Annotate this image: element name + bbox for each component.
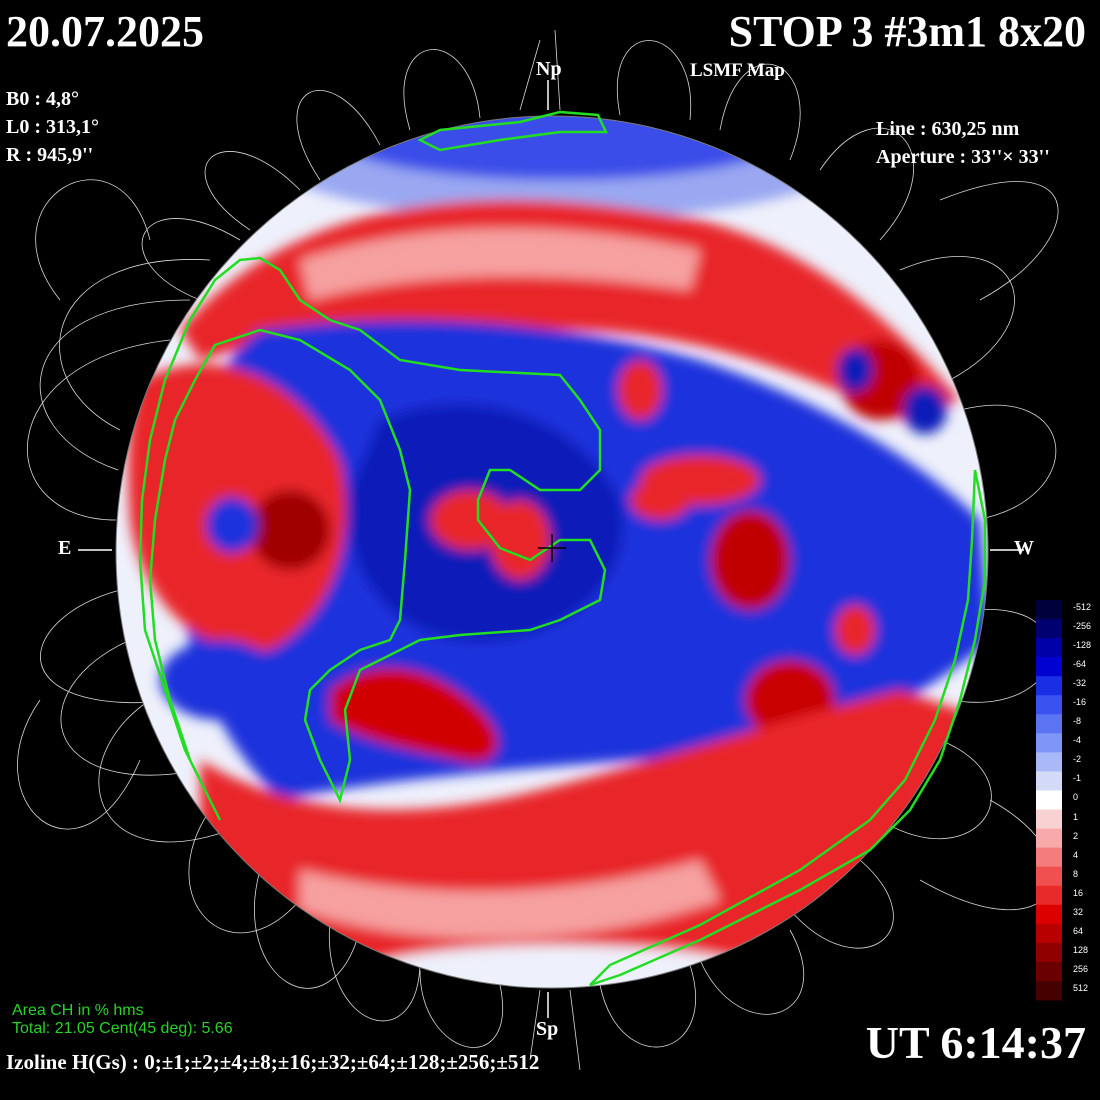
- ut-time: UT 6:14:37: [865, 1017, 1086, 1068]
- colorbar-swatch: [1036, 695, 1062, 715]
- colorbar-swatch: [1036, 866, 1062, 887]
- colorbar-label: -1: [1073, 773, 1082, 784]
- colorbar-swatch: [1036, 714, 1062, 734]
- colorbar-label: 2: [1073, 830, 1079, 841]
- colorbar-swatch: [1036, 923, 1062, 944]
- disk-centre-cross: [538, 534, 566, 562]
- colorbar-swatch: [1036, 619, 1062, 639]
- north-pole-label: Np: [536, 58, 562, 80]
- colorbar-swatch: [1036, 980, 1062, 1001]
- colorbar-swatch: [1036, 638, 1062, 658]
- colorbar-swatch: [1036, 733, 1062, 753]
- colorbar-swatch: [1036, 809, 1062, 830]
- colorbar-label: -64: [1073, 659, 1087, 670]
- coronal-hole-heading: Area CH in % hms: [12, 1002, 144, 1019]
- coronal-hole-outlines: [138, 110, 987, 987]
- colorbar-label: -16: [1073, 697, 1087, 708]
- colorbar-label: 4: [1073, 849, 1079, 860]
- colorbar-label: -2: [1073, 754, 1082, 765]
- colorbar-swatch: [1036, 600, 1062, 620]
- colorbar-swatch: [1036, 904, 1062, 925]
- colorbar-label: -128: [1073, 640, 1092, 651]
- east-label: E: [58, 537, 72, 559]
- l0-param: L0 : 313,1°: [6, 116, 99, 138]
- colorbar-label: -8: [1073, 716, 1082, 727]
- colorbar-label: -512: [1073, 602, 1092, 612]
- colorbar-swatch: [1036, 885, 1062, 906]
- west-label: W: [1014, 537, 1034, 559]
- colorbar-swatch: [1036, 790, 1062, 811]
- colorbar-label: 128: [1073, 944, 1089, 955]
- observation-date: 20.07.2025: [6, 7, 204, 56]
- colorbar-swatch: [1036, 847, 1062, 868]
- disk-group: [116, 116, 988, 988]
- compass-ticks: [78, 80, 1024, 1018]
- colorbar-swatch: [1036, 752, 1062, 772]
- colorbar-label: 512: [1073, 982, 1089, 993]
- colorbar-label: 8: [1073, 868, 1079, 879]
- colorbar-label: 32: [1073, 906, 1084, 917]
- colorbar-label: -32: [1073, 678, 1087, 689]
- colorbar-label: -256: [1073, 621, 1092, 632]
- colorbar-swatch: [1036, 676, 1062, 696]
- radius-param: R : 945,9'': [6, 144, 94, 166]
- map-title: STOP 3 #3m1 8x20: [728, 7, 1086, 56]
- aperture-param: Aperture : 33''× 33'': [876, 146, 1050, 168]
- colorbar-swatch: [1036, 942, 1062, 963]
- colorbar-label: 0: [1073, 792, 1079, 803]
- colorbar-swatch: [1036, 961, 1062, 982]
- colorbar-label: 16: [1073, 887, 1084, 898]
- colorbar-swatch: [1036, 771, 1062, 791]
- colorbar-label: 1: [1073, 811, 1079, 822]
- south-pole-label: Sp: [536, 1018, 559, 1040]
- line-param: Line : 630,25 nm: [876, 118, 1020, 140]
- colorbar-swatch: [1036, 828, 1062, 849]
- izoline-legend: Izoline H(Gs) : 0;±1;±2;±4;±8;±16;±32;±6…: [6, 1050, 540, 1074]
- colorbar-swatch: [1036, 657, 1062, 677]
- colorbar-label: -4: [1073, 735, 1082, 746]
- map-subtitle: LSMF Map: [690, 60, 785, 81]
- colorbar-label: 256: [1073, 963, 1089, 974]
- coronal-hole-totals: Total: 21.05 Cent(45 deg): 5.66: [12, 1020, 233, 1037]
- b0-param: B0 : 4,8°: [6, 88, 79, 110]
- colorbar-label: 64: [1073, 925, 1084, 936]
- colorbar: [1036, 600, 1062, 1001]
- field-lines: [17, 29, 1059, 1071]
